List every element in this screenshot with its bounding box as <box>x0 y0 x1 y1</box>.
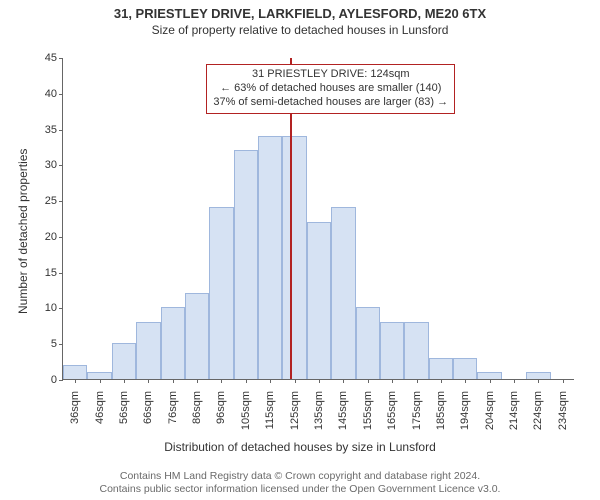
y-tick-label: 25 <box>45 195 63 207</box>
x-tick-label: 145sqm <box>337 385 349 430</box>
histogram-bar <box>63 365 87 379</box>
x-tick-mark <box>100 379 101 383</box>
histogram-bar <box>404 322 428 379</box>
x-tick-mark <box>221 379 222 383</box>
footer-line-2: Contains public sector information licen… <box>0 483 600 496</box>
plot-region: 05101520253035404536sqm46sqm56sqm66sqm76… <box>62 58 574 380</box>
x-tick-label: 76sqm <box>167 385 179 424</box>
x-tick-mark <box>563 379 564 383</box>
x-tick-label: 155sqm <box>362 385 374 430</box>
x-tick-label: 66sqm <box>142 385 154 424</box>
chart-area: 0 5 10 15 20 25 30 35 40 45 36sqm 46sqm 56sqm 66sqm 76… <box>0 0 600 500</box>
x-tick-mark <box>392 379 393 383</box>
x-tick-mark <box>417 379 418 383</box>
x-tick-label: 204sqm <box>484 385 496 430</box>
x-tick-label: 165sqm <box>386 385 398 430</box>
histogram-bar <box>185 293 209 379</box>
histogram-bar <box>136 322 160 379</box>
x-tick-label: 175sqm <box>411 385 423 430</box>
histogram-bar <box>380 322 404 379</box>
x-tick-mark <box>343 379 344 383</box>
y-tick-label: 15 <box>45 267 63 279</box>
x-tick-label: 36sqm <box>69 385 81 424</box>
x-tick-label: 86sqm <box>191 385 203 424</box>
x-axis-label: Distribution of detached houses by size … <box>0 440 600 454</box>
annotation-line: 37% of semi-detached houses are larger (… <box>213 96 448 110</box>
x-tick-mark <box>295 379 296 383</box>
x-tick-mark <box>197 379 198 383</box>
y-tick-label: 10 <box>45 302 63 314</box>
y-tick-label: 30 <box>45 159 63 171</box>
y-tick-label: 20 <box>45 231 63 243</box>
y-tick-label: 35 <box>45 124 63 136</box>
footer-line-1: Contains HM Land Registry data © Crown c… <box>0 470 600 483</box>
histogram-bar <box>356 307 380 379</box>
x-tick-mark <box>319 379 320 383</box>
y-tick-label: 5 <box>51 338 63 350</box>
histogram-bar <box>209 207 233 379</box>
histogram-bar <box>429 358 453 379</box>
histogram-bar <box>307 222 331 379</box>
x-tick-label: 234sqm <box>557 385 569 430</box>
x-tick-label: 125sqm <box>289 385 301 430</box>
annotation-line: ← 63% of detached houses are smaller (14… <box>213 82 448 96</box>
x-tick-label: 115sqm <box>264 385 276 429</box>
y-tick-label: 45 <box>45 52 63 64</box>
histogram-bar <box>161 307 185 379</box>
x-tick-label: 105sqm <box>240 385 252 430</box>
histogram-bar <box>453 358 477 379</box>
x-tick-mark <box>148 379 149 383</box>
histogram-bar <box>282 136 306 379</box>
x-tick-mark <box>514 379 515 383</box>
histogram-bar <box>87 372 111 379</box>
x-tick-mark <box>538 379 539 383</box>
histogram-bar <box>112 343 136 379</box>
x-tick-mark <box>173 379 174 383</box>
x-tick-label: 224sqm <box>532 385 544 430</box>
x-tick-mark <box>246 379 247 383</box>
x-tick-mark <box>368 379 369 383</box>
y-axis-label: Number of detached properties <box>16 149 30 314</box>
x-tick-mark <box>270 379 271 383</box>
y-tick-label: 0 <box>51 374 63 386</box>
histogram-bar <box>526 372 550 379</box>
x-tick-label: 214sqm <box>508 385 520 430</box>
x-tick-mark <box>441 379 442 383</box>
x-tick-label: 46sqm <box>94 385 106 424</box>
histogram-bar <box>477 372 501 379</box>
footer: Contains HM Land Registry data © Crown c… <box>0 470 600 496</box>
x-tick-mark <box>465 379 466 383</box>
annotation-box: 31 PRIESTLEY DRIVE: 124sqm← 63% of detac… <box>206 64 455 113</box>
histogram-bar <box>234 150 258 379</box>
x-tick-label: 185sqm <box>435 385 447 430</box>
x-tick-mark <box>124 379 125 383</box>
y-tick-label: 40 <box>45 88 63 100</box>
histogram-bar <box>331 207 355 379</box>
x-tick-label: 194sqm <box>459 385 471 430</box>
x-tick-label: 96sqm <box>215 385 227 424</box>
x-tick-mark <box>490 379 491 383</box>
annotation-line: 31 PRIESTLEY DRIVE: 124sqm <box>213 68 448 82</box>
histogram-bar <box>258 136 282 379</box>
x-tick-label: 135sqm <box>313 385 325 430</box>
x-tick-mark <box>75 379 76 383</box>
x-tick-label: 56sqm <box>118 385 130 424</box>
